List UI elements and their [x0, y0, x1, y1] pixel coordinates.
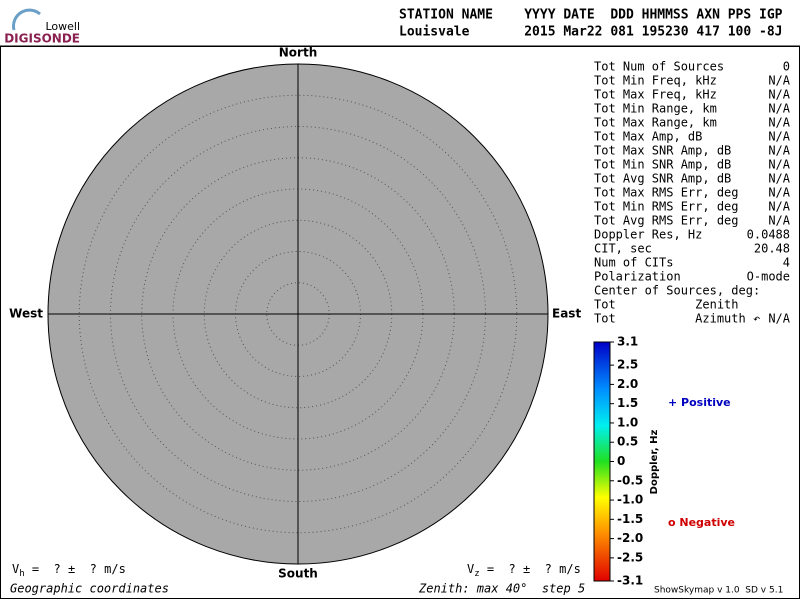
stat-label: Polarization: [594, 270, 681, 284]
north-label: North: [279, 46, 317, 60]
stat-value: N/A: [768, 186, 790, 200]
logo-bottom: DIGISONDE: [4, 32, 80, 46]
stat-value: N/A: [768, 312, 790, 326]
colorbar-tick-label: -2.0: [617, 531, 643, 545]
stat-value: 0.0488: [747, 228, 790, 242]
stat-label: CIT, sec: [594, 242, 652, 256]
stat-label: Tot Max RMS Err, deg: [594, 186, 739, 200]
legend-positive: + Positive: [668, 396, 731, 409]
stat-value: 4: [783, 256, 790, 270]
vh-symbol: V: [12, 562, 19, 576]
stat-value: N/A: [768, 102, 790, 116]
colorbar-tick-label: -3.1: [617, 574, 643, 588]
stat-label: Tot Max Range, km: [594, 116, 717, 130]
colorbar-tick-label: 2.0: [617, 377, 638, 391]
south-label: South: [278, 567, 318, 581]
vh-label: Vh = ? ± ? m/s: [12, 562, 126, 579]
colorbar-tick-label: -1.5: [617, 512, 643, 526]
vz-text: = ? ± ? m/s: [480, 562, 581, 576]
stat-label: Tot Max Amp, dB: [594, 130, 702, 144]
colorbar-tick-label: 0: [617, 454, 625, 468]
zenith-label: Zenith: max 40° step 5: [418, 582, 585, 596]
west-label: West: [9, 307, 43, 321]
colorbar-tick-label: -1.0: [617, 493, 643, 507]
stat-value: O-mode: [747, 270, 790, 284]
coordinates: Geographic coordinates: [10, 582, 169, 596]
vz-symbol: V: [467, 562, 474, 576]
stat-value: N/A: [768, 200, 790, 214]
stat-value: N/A: [768, 214, 790, 228]
stat-label: Tot Zenith: [594, 298, 739, 312]
stat-label: Tot Max SNR Amp, dB: [594, 144, 731, 158]
stat-label: Doppler Res, Hz: [594, 228, 702, 242]
vh-sub: h: [19, 569, 24, 579]
stat-value: N/A: [768, 74, 790, 88]
colorbar-label: Doppler, Hz: [649, 430, 660, 495]
colorbar-tick-label: 2.5: [617, 358, 638, 372]
stat-label: Num of CITs: [594, 256, 673, 270]
stat-label: Tot Min Freq, kHz: [594, 74, 717, 88]
stat-value: N/A: [768, 116, 790, 130]
colorbar: [593, 341, 611, 582]
stat-value: N/A: [768, 158, 790, 172]
logo-top: Lowell: [45, 20, 80, 33]
stat-value: 0: [783, 60, 790, 74]
stat-value: N/A: [768, 172, 790, 186]
colorbar-tick-label: 0.5: [617, 435, 638, 449]
stat-label: Tot Num of Sources: [594, 60, 724, 74]
colorbar-tick-label: 1.0: [617, 415, 638, 429]
colorbar-tick-label: -2.5: [617, 550, 643, 564]
stat-label: Center of Sources, deg:: [594, 284, 760, 298]
stat-label: Tot Max Freq, kHz: [594, 88, 717, 102]
stat-value: N/A: [768, 144, 790, 158]
stat-label: Tot Min Range, km: [594, 102, 717, 116]
header-values: Louisvale 2015 Mar22 081 195230 417 100 …: [399, 25, 783, 40]
stat-label: Tot Avg SNR Amp, dB: [594, 172, 731, 186]
colorbar-tick-label: 3.1: [617, 335, 638, 349]
vz-label: Vz = ? ± ? m/s: [467, 562, 581, 579]
stat-label: Tot Azimuth ↶: [594, 312, 760, 326]
east-label: East: [552, 307, 581, 321]
header-columns: STATION NAME YYYY DATE DDD HHMMSS AXN PP…: [399, 8, 783, 23]
stat-value: 20.48: [754, 242, 790, 256]
vz-sub: z: [474, 569, 479, 579]
vh-text: = ? ± ? m/s: [25, 562, 126, 576]
logo-arc: [12, 8, 41, 31]
colorbar-tick-label: 1.5: [617, 396, 638, 410]
colorbar-tick-label: -0.5: [617, 473, 643, 487]
stat-label: Tot Min SNR Amp, dB: [594, 158, 731, 172]
stat-value: N/A: [768, 130, 790, 144]
stat-label: Tot Avg RMS Err, deg: [594, 214, 739, 228]
stat-value: N/A: [768, 88, 790, 102]
legend-negative: o Negative: [668, 516, 735, 529]
version: ShowSkymap v 1.0 SD v 5.1: [654, 586, 783, 596]
stat-label: Tot Min RMS Err, deg: [594, 200, 739, 214]
